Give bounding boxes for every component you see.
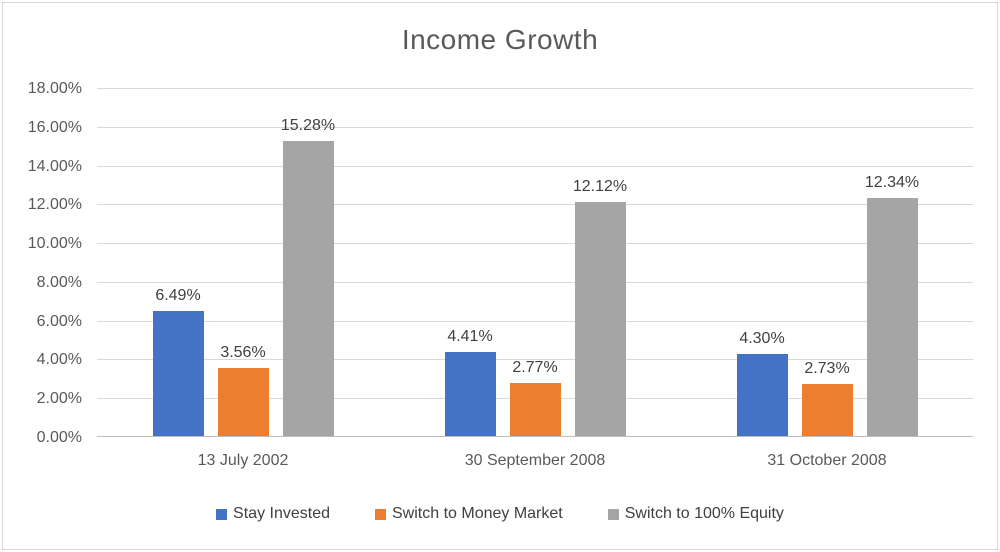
bar-wrapper: 4.30% — [736, 329, 788, 437]
bar-wrapper: 12.12% — [572, 178, 628, 437]
legend-item-stay-invested: Stay Invested — [216, 505, 330, 523]
x-axis-label-31-october-2008: 31 October 2008 — [767, 452, 887, 469]
bar-stay-invested-31-october-2008 — [736, 353, 788, 437]
bar-group-13-july-2002: 6.49% 3.56% 15.28% — [97, 88, 389, 437]
gridline — [97, 281, 973, 283]
x-axis-line — [97, 436, 973, 437]
legend-label: Switch to 100% Equity — [624, 505, 784, 522]
data-label: 6.49% — [155, 287, 201, 305]
bar-wrapper: 15.28% — [280, 116, 336, 437]
legend-item-switch-to-money-market: Switch to Money Market — [375, 505, 563, 523]
y-axis-tick-label: 4.00% — [36, 351, 82, 369]
legend-swatch-switch-to-100-equity — [607, 508, 619, 520]
y-axis-tick-label: 10.00% — [27, 235, 82, 253]
x-axis-label-13-july-2002: 13 July 2002 — [197, 452, 289, 469]
y-axis-tick-label: 6.00% — [36, 312, 82, 330]
gridline — [97, 320, 973, 322]
legend-swatch-stay-invested — [216, 508, 228, 520]
bar-switch-to-money-market-30-september-2008 — [509, 383, 561, 437]
legend-swatch-switch-to-money-market — [375, 508, 386, 520]
bar-stay-invested-13-july-2002 — [152, 311, 204, 437]
y-axis-tick-labels: 0.00% 2.00% 4.00% 6.00% 8.00% 10.00% 12.00% 14.… — [0, 0, 82, 552]
bar-stay-invested-30-september-2008 — [444, 351, 496, 437]
gridline — [97, 126, 973, 128]
y-axis-tick-label: 14.00% — [27, 157, 82, 175]
x-axis-category-labels: 13 July 2002 30 September 2008 31 October … — [97, 452, 973, 470]
y-axis-tick-label: 18.00% — [27, 80, 82, 97]
gridline — [97, 165, 973, 167]
y-axis-tick-label: 12.00% — [27, 196, 82, 214]
bar-switch-to-money-market-13-july-2002 — [217, 367, 269, 437]
bar-group-31-october-2008: 4.30% 2.73% 12.34% — [681, 88, 973, 437]
y-axis-tick-label: 0.00% — [36, 429, 82, 446]
bar-wrapper: 3.56% — [217, 343, 269, 437]
x-axis-label-30-september-2008: 30 September 2008 — [464, 452, 606, 469]
bar-wrapper: 12.34% — [864, 173, 920, 437]
legend-label: Switch to Money Market — [392, 505, 563, 522]
gridline — [97, 359, 973, 361]
y-axis-tick-label: 2.00% — [36, 390, 82, 408]
bar-wrapper: 6.49% — [152, 287, 204, 437]
chart-title: Income Growth — [401, 24, 599, 55]
bar-wrapper: 2.77% — [509, 359, 561, 437]
legend: Stay Invested Switch to Money Market Switc… — [0, 505, 1000, 523]
bar-wrapper: 4.41% — [444, 327, 496, 437]
plot-area: 6.49% 3.56% 15.28% 4.41% 2.77% 12.12% 4.30% 2.7… — [97, 88, 973, 437]
data-label: 4.30% — [739, 329, 785, 347]
gridline — [97, 204, 973, 206]
legend-item-switch-to-100-equity: Switch to 100% Equity — [607, 505, 784, 523]
y-axis-tick-label: 16.00% — [27, 118, 82, 136]
y-axis-tick-label: 8.00% — [36, 273, 82, 291]
legend-label: Stay Invested — [233, 505, 330, 522]
data-label: 2.77% — [512, 359, 558, 377]
data-label: 12.34% — [864, 173, 920, 191]
data-label: 2.73% — [804, 360, 850, 378]
gridline — [97, 88, 973, 89]
data-label: 4.41% — [447, 327, 493, 345]
bar-groups: 6.49% 3.56% 15.28% 4.41% 2.77% 12.12% 4.30% 2.7… — [97, 88, 973, 437]
gridline — [97, 243, 973, 245]
bar-switch-to-100-equity-31-october-2008 — [866, 197, 918, 437]
bar-group-30-september-2008: 4.41% 2.77% 12.12% — [389, 88, 681, 437]
data-label: 12.12% — [572, 178, 628, 196]
data-label: 3.56% — [220, 343, 266, 361]
data-label: 15.28% — [280, 116, 336, 134]
bar-wrapper: 2.73% — [801, 360, 853, 437]
bar-switch-to-money-market-31-october-2008 — [801, 384, 853, 437]
bar-switch-to-100-equity-13-july-2002 — [282, 140, 334, 437]
bar-switch-to-100-equity-30-september-2008 — [574, 202, 626, 437]
